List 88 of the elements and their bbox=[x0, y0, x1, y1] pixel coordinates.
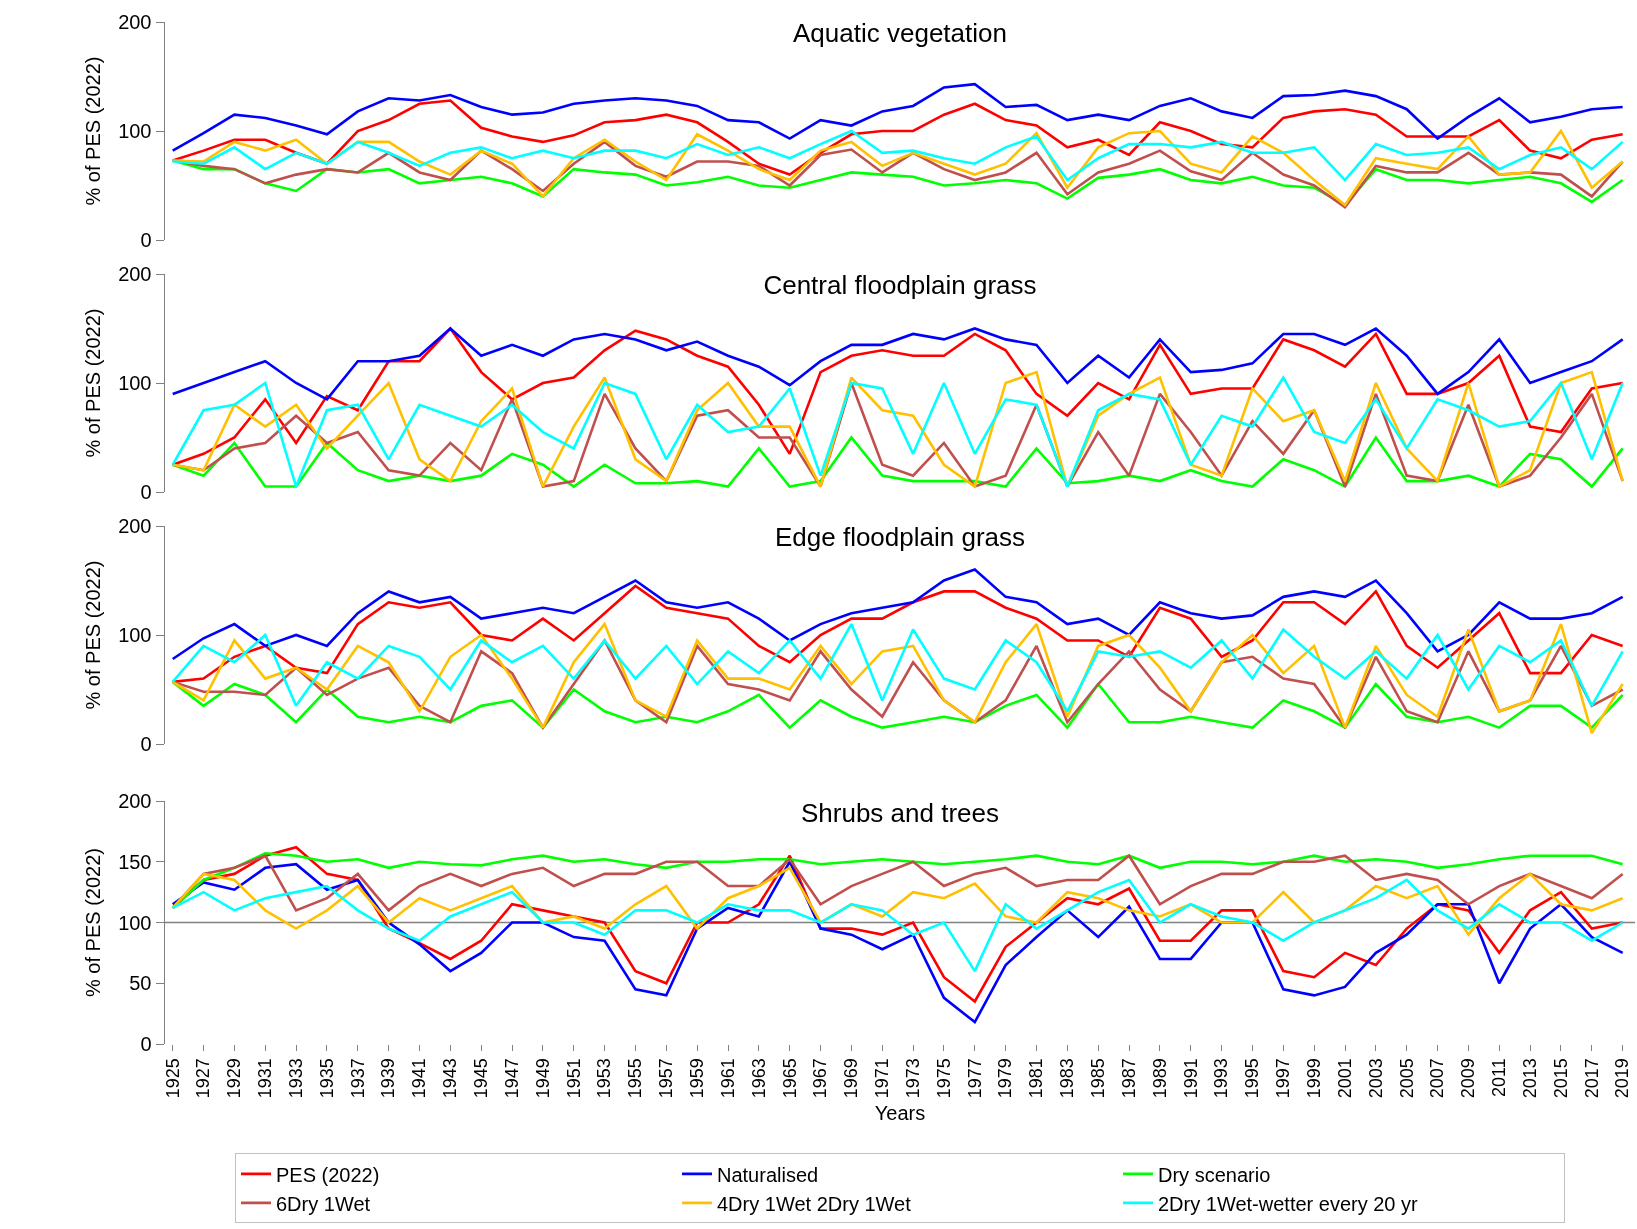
x-tick-label: 1951 bbox=[563, 1058, 584, 1099]
x-tick-label: 2007 bbox=[1427, 1058, 1448, 1099]
x-axis-title: Years bbox=[874, 1101, 926, 1124]
chart-title: Shrubs and trees bbox=[800, 797, 1000, 828]
x-tick-label: 2009 bbox=[1458, 1058, 1479, 1099]
chart-title: Edge floodplain grass bbox=[774, 522, 1026, 553]
x-tick-label: 2015 bbox=[1550, 1058, 1571, 1099]
x-tick-label: 1937 bbox=[347, 1058, 368, 1099]
line-series bbox=[171, 436, 1624, 488]
x-tick-label: 1967 bbox=[810, 1058, 831, 1099]
y-tick-label: 100 bbox=[118, 624, 152, 646]
y-tick-label: 0 bbox=[140, 229, 152, 251]
x-tick-label: 1939 bbox=[378, 1058, 399, 1099]
x-tick-label: 2011 bbox=[1489, 1058, 1510, 1097]
x-tick-label: 1953 bbox=[594, 1058, 615, 1099]
x-tick-label: 1999 bbox=[1304, 1058, 1325, 1099]
y-tick-label: 50 bbox=[129, 972, 152, 995]
x-tick-label: 2019 bbox=[1612, 1058, 1633, 1099]
y-tick-label: 200 bbox=[118, 11, 152, 33]
legend-label: 2Dry 1Wet-wetter every 20 yr bbox=[1158, 1192, 1419, 1215]
y-tick-label: 200 bbox=[118, 263, 152, 285]
x-tick-label: 2017 bbox=[1581, 1058, 1602, 1099]
y-axis-title: % of PES (2022) bbox=[81, 308, 104, 458]
legend-label: Dry scenario bbox=[1158, 1163, 1271, 1186]
line-series bbox=[171, 327, 1624, 401]
x-tick-label: 1981 bbox=[1026, 1058, 1047, 1099]
x-tick-label: 1973 bbox=[902, 1058, 923, 1099]
x-tick-label: 2003 bbox=[1365, 1058, 1386, 1099]
x-tick-label: 2001 bbox=[1334, 1058, 1355, 1099]
legend-label: 6Dry 1Wet bbox=[276, 1192, 371, 1215]
x-tick-label: 1929 bbox=[224, 1058, 245, 1099]
x-tick-label: 1963 bbox=[748, 1058, 769, 1099]
x-tick-label: 1955 bbox=[625, 1058, 646, 1099]
legend-label: PES (2022) bbox=[276, 1163, 380, 1186]
legend-label: Naturalised bbox=[717, 1163, 819, 1186]
line-series bbox=[171, 82, 1624, 152]
y-tick-label: 100 bbox=[118, 120, 152, 142]
x-tick-label: 1989 bbox=[1149, 1058, 1170, 1099]
y-tick-label: 0 bbox=[140, 1033, 152, 1055]
y-axis-title: % of PES (2022) bbox=[81, 56, 104, 206]
x-tick-label: 1935 bbox=[316, 1058, 337, 1099]
x-tick-label: 1947 bbox=[501, 1058, 522, 1099]
y-tick-label: 100 bbox=[118, 911, 152, 934]
x-tick-label: 1977 bbox=[964, 1058, 985, 1099]
x-tick-label: 2005 bbox=[1396, 1058, 1417, 1099]
x-tick-label: 1925 bbox=[162, 1058, 183, 1099]
line-series bbox=[171, 622, 1624, 713]
y-tick-label: 150 bbox=[118, 850, 152, 873]
y-tick-label: 100 bbox=[118, 372, 152, 394]
line-series bbox=[171, 129, 1624, 182]
x-tick-label: 1997 bbox=[1273, 1058, 1294, 1099]
x-tick-label: 1961 bbox=[717, 1058, 738, 1099]
legend-label: 4Dry 1Wet 2Dry 1Wet bbox=[717, 1192, 912, 1215]
x-tick-label: 1949 bbox=[532, 1058, 553, 1099]
line-series bbox=[171, 129, 1624, 207]
line-series bbox=[171, 99, 1624, 176]
chart-title: Aquatic vegetation bbox=[793, 18, 1007, 49]
line-series bbox=[171, 622, 1624, 735]
x-tick-label: 1941 bbox=[409, 1058, 430, 1099]
x-tick-label: 1969 bbox=[841, 1058, 862, 1099]
x-tick-label: 1979 bbox=[995, 1058, 1016, 1099]
x-tick-label: 1983 bbox=[1057, 1058, 1078, 1099]
x-tick-label: 1993 bbox=[1211, 1058, 1232, 1099]
y-tick-label: 200 bbox=[118, 515, 152, 537]
x-tick-label: 1965 bbox=[779, 1058, 800, 1099]
x-tick-label: 1931 bbox=[255, 1058, 276, 1099]
x-tick-label: 1995 bbox=[1242, 1058, 1263, 1099]
x-tick-label: 1943 bbox=[440, 1058, 461, 1099]
chart-title: Central floodplain grass bbox=[763, 270, 1037, 301]
y-tick-label: 200 bbox=[118, 790, 152, 812]
line-series bbox=[171, 878, 1624, 973]
y-axis-title: % of PES (2022) bbox=[81, 560, 104, 710]
x-tick-label: 1945 bbox=[471, 1058, 492, 1099]
x-tick-label: 1959 bbox=[687, 1058, 708, 1099]
x-tick-label: 1985 bbox=[1088, 1058, 1109, 1099]
y-tick-label: 0 bbox=[140, 733, 152, 755]
x-tick-label: 1971 bbox=[872, 1058, 893, 1099]
line-series bbox=[171, 568, 1624, 661]
x-tick-label: 1927 bbox=[193, 1058, 214, 1099]
line-series bbox=[171, 680, 1624, 729]
y-tick-label: 0 bbox=[140, 481, 152, 503]
y-axis-title: % of PES (2022) bbox=[81, 848, 104, 997]
x-tick-label: 1933 bbox=[285, 1058, 306, 1099]
x-tick-label: 1957 bbox=[656, 1058, 677, 1099]
x-tick-label: 1987 bbox=[1118, 1058, 1139, 1099]
x-tick-label: 1975 bbox=[933, 1058, 954, 1099]
x-tick-label: 2013 bbox=[1519, 1058, 1540, 1099]
x-tick-label: 1991 bbox=[1180, 1058, 1201, 1099]
